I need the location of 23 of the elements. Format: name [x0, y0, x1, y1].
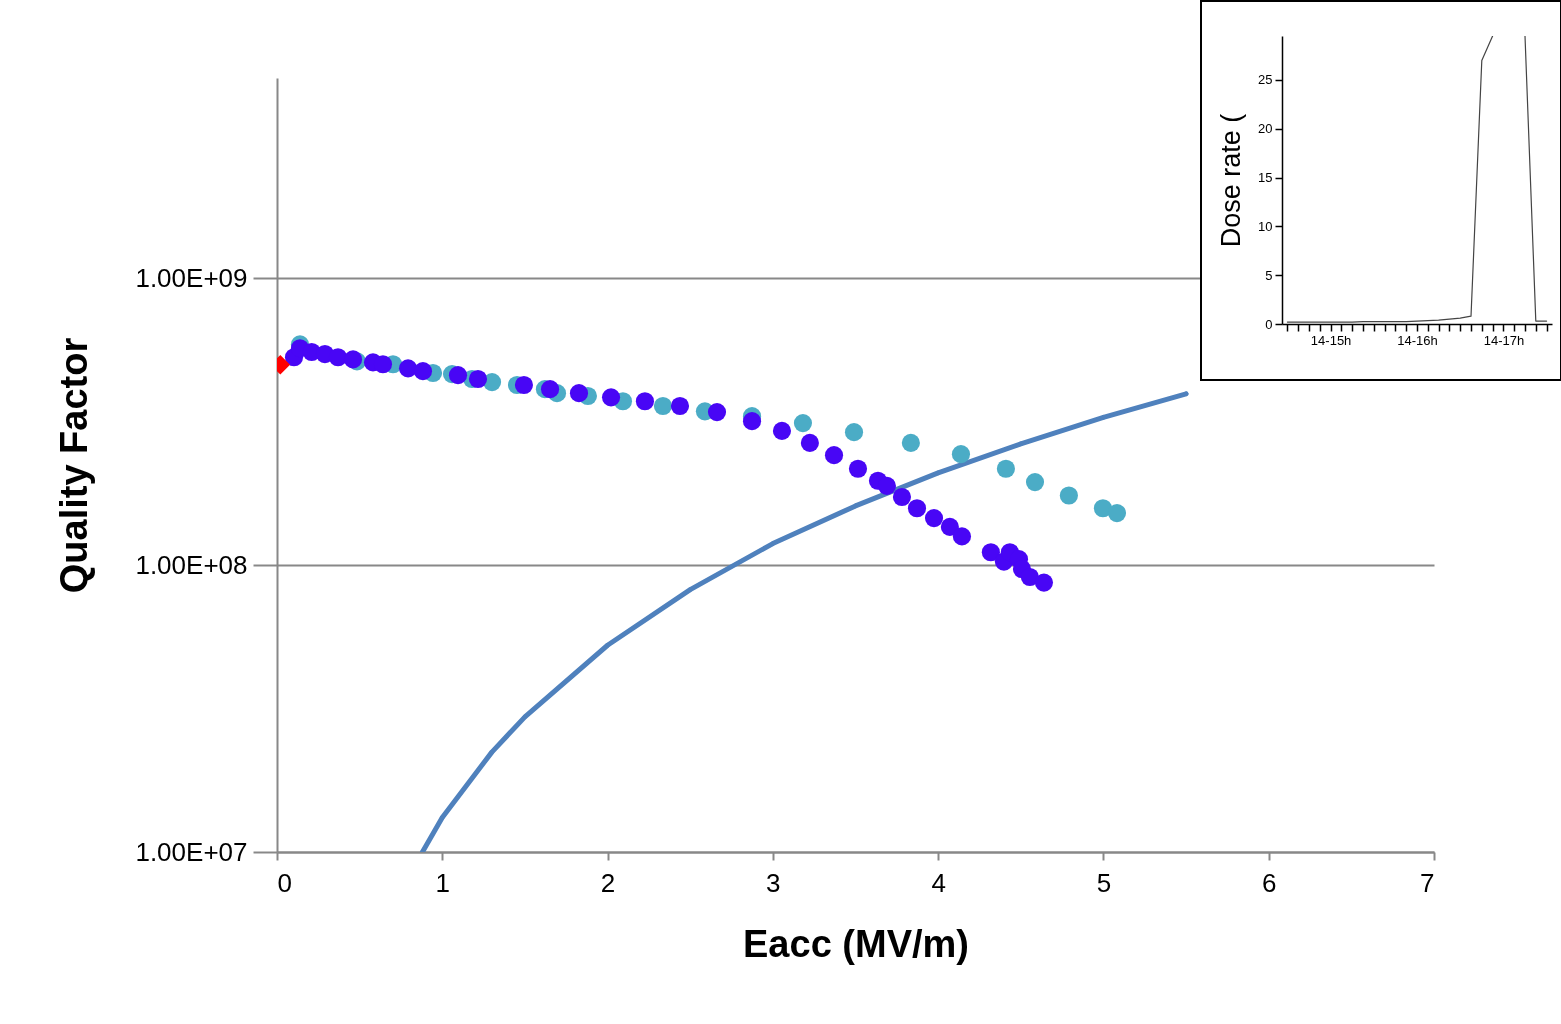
y-tick-label: 25 [1258, 72, 1273, 88]
x-tick-label: 14-17h [1483, 332, 1525, 348]
x-tick-label: 3 [766, 867, 781, 898]
x-tick-label: 6 [1261, 867, 1277, 898]
x-tick-label: 4 [931, 867, 946, 898]
y-tick-label: 5 [1265, 267, 1273, 283]
y-tick-label: 10 [1258, 218, 1273, 234]
x-axis-title: Eacc (MV/m) [743, 922, 969, 965]
y-tick-label: 1.00E+09 [135, 262, 248, 293]
y-tick-label: 15 [1258, 170, 1273, 186]
x-tick-label: 14-16h [1397, 332, 1438, 348]
y-axis-title: Quality Factor [53, 337, 96, 594]
x-tick-label: 7 [1420, 867, 1435, 898]
x-tick-label: 2 [600, 867, 616, 898]
x-tick-label: 0 [277, 867, 292, 898]
x-tick-label: 5 [1096, 867, 1112, 898]
y-tick-label: 0 [1265, 316, 1273, 332]
x-tick-label: 14-15h [1310, 332, 1352, 348]
y-tick-label: 20 [1258, 121, 1273, 137]
y-axis-title: Dose rate ( [1216, 113, 1247, 248]
y-tick-label: 1.00E+08 [135, 549, 248, 580]
y-tick-label: 1.00E+07 [135, 836, 248, 867]
x-tick-label: 1 [435, 867, 451, 898]
